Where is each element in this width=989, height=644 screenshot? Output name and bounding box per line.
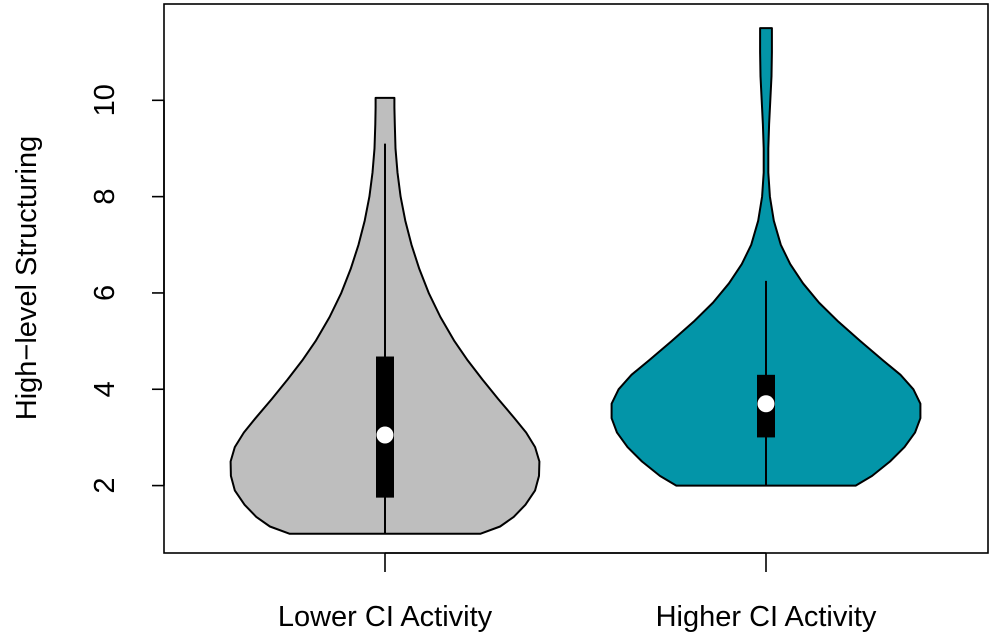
violin-2 xyxy=(610,27,922,487)
y-tick-label: 8 xyxy=(89,189,121,205)
y-tick-label: 10 xyxy=(89,84,121,116)
y-axis-label: High−level Structuring xyxy=(11,136,43,421)
x-tick-label: Higher CI Activity xyxy=(656,601,877,633)
median-point-2 xyxy=(757,395,775,413)
x-axis: Lower CI Activity Higher CI Activity xyxy=(278,552,877,633)
median-point-1 xyxy=(376,426,394,444)
boxes-layer xyxy=(376,143,775,534)
y-tick-label: 4 xyxy=(89,381,121,397)
y-axis: 2 4 6 8 10 xyxy=(89,84,165,494)
y-tick-label: 6 xyxy=(89,285,121,301)
x-tick-label: Lower CI Activity xyxy=(278,601,493,633)
y-tick-label: 2 xyxy=(89,478,121,494)
violins-layer xyxy=(229,27,922,535)
